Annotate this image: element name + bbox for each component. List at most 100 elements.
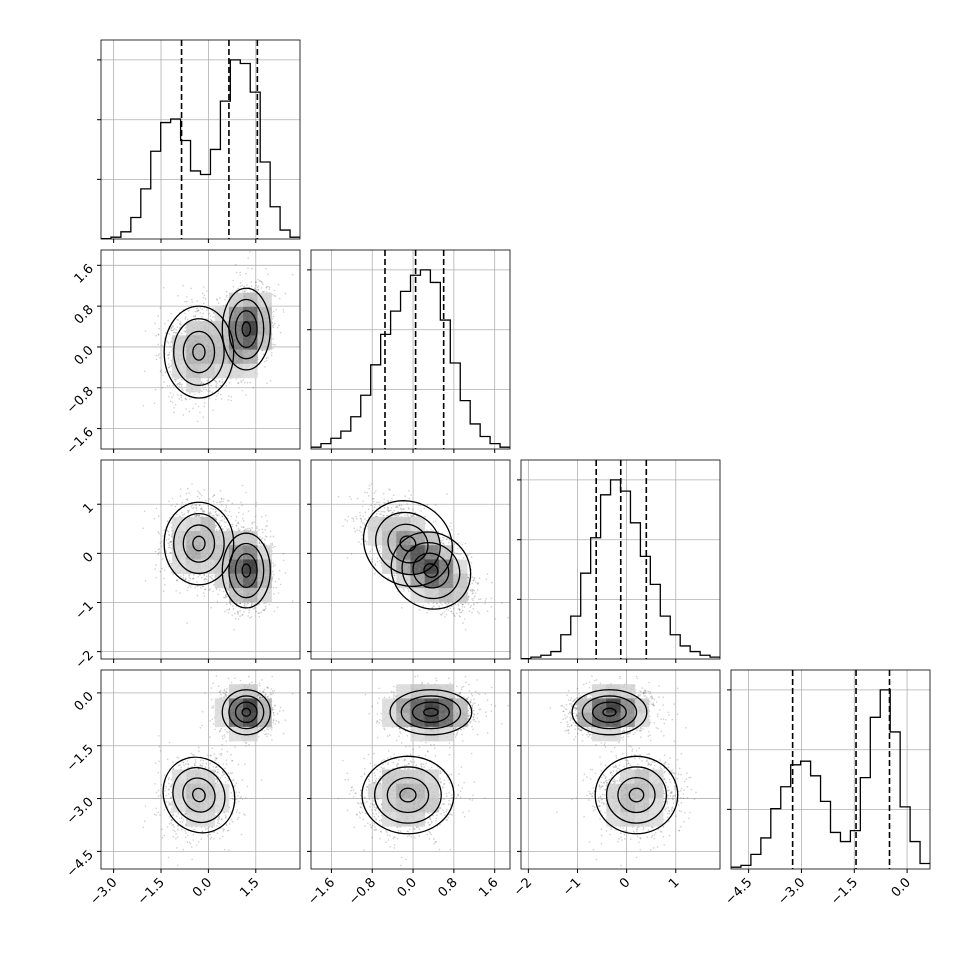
density-cell [424,783,440,799]
density-cell [620,783,636,799]
density-cell [606,698,621,713]
contour-line [399,535,417,552]
density-cell [382,783,397,799]
density-cell [396,812,411,827]
density-cell [453,587,468,603]
density-cell [257,712,272,728]
panel-frame [100,669,301,870]
density-cell [648,783,664,799]
contour-line [602,707,617,717]
density-cell [382,797,397,813]
contour-line [173,318,225,386]
density-cell [396,531,411,546]
density-cell [214,783,230,799]
scatter-panel-0-2 [101,460,300,659]
density-cell [186,335,201,350]
density-cell [243,684,258,699]
density-cell [257,559,272,575]
scatter-panel-1-2 [311,460,510,659]
contour-line [228,298,265,360]
panel-frame [100,249,301,450]
density-cell [382,516,397,532]
density-cell [410,812,426,827]
density-cell [172,797,187,813]
scatter-panel-2-3 [521,670,720,869]
contour-line [605,766,668,824]
contour-line [192,535,206,552]
density-cell [424,587,440,603]
scatter-panel-0-3 [101,670,300,869]
contour-line [241,563,252,578]
density-cell [453,698,468,713]
panel-frame [520,459,721,660]
density-cell [396,684,411,699]
density-cell [606,812,621,827]
contour-line [362,500,454,588]
density-cell [382,769,397,785]
density-cell [200,769,216,785]
density-cell [634,769,650,785]
density-cell [453,559,468,575]
density-cell [382,712,397,728]
density-cell [186,545,201,560]
panel-frame [310,669,511,870]
density-cell [424,573,440,589]
density-cell [200,321,216,336]
density-cell [200,363,216,379]
contour-line [221,287,271,371]
density-cell [606,684,621,699]
density-cell [424,726,440,742]
density-cell [396,712,411,728]
panel-frame [520,669,721,870]
contour-line [400,695,462,730]
density-cell [214,698,230,713]
density-cell [243,349,258,365]
panel-frame [100,459,301,660]
density-cell [438,698,454,713]
contour-line [411,701,450,724]
histogram-panel-3 [727,669,931,870]
contour-line [423,563,439,578]
histogram-step [311,269,510,448]
density-cell [214,349,230,365]
density-cell [424,684,440,699]
panel-frame [100,39,301,240]
contour-line [386,776,430,814]
density-cell [382,531,397,546]
density-cell [228,712,244,728]
density-cell [228,363,244,379]
density-cell [200,545,216,560]
density-cell [186,812,201,827]
density-cell [186,531,201,546]
density-cell [172,363,187,379]
contour-line [221,689,271,736]
contour-line [234,701,258,724]
density-cell [438,712,454,728]
contour-line [182,524,216,563]
contour-line [399,787,417,803]
contour-line [241,707,252,717]
density-cell [214,363,230,379]
contour-line [581,695,638,730]
contour-line [389,689,473,736]
density-cell [243,363,258,379]
density-cell [200,783,216,799]
density-cell [648,769,664,785]
contour-line [374,766,442,824]
density-cell [648,797,664,813]
contour-line [401,541,461,600]
contour-line [241,321,252,337]
histogram-panel-1 [307,249,511,450]
density-cell [214,335,230,350]
histogram-step [521,479,720,659]
scatter-panel-1-3 [311,670,510,869]
density-cell [200,349,216,365]
contour-line [591,701,627,724]
density-cell [424,797,440,813]
contour-line [163,305,235,399]
contour-line [228,695,265,730]
contour-line [390,531,472,610]
density-cell [243,545,258,560]
density-cell [620,684,636,699]
density-cell [396,545,411,560]
